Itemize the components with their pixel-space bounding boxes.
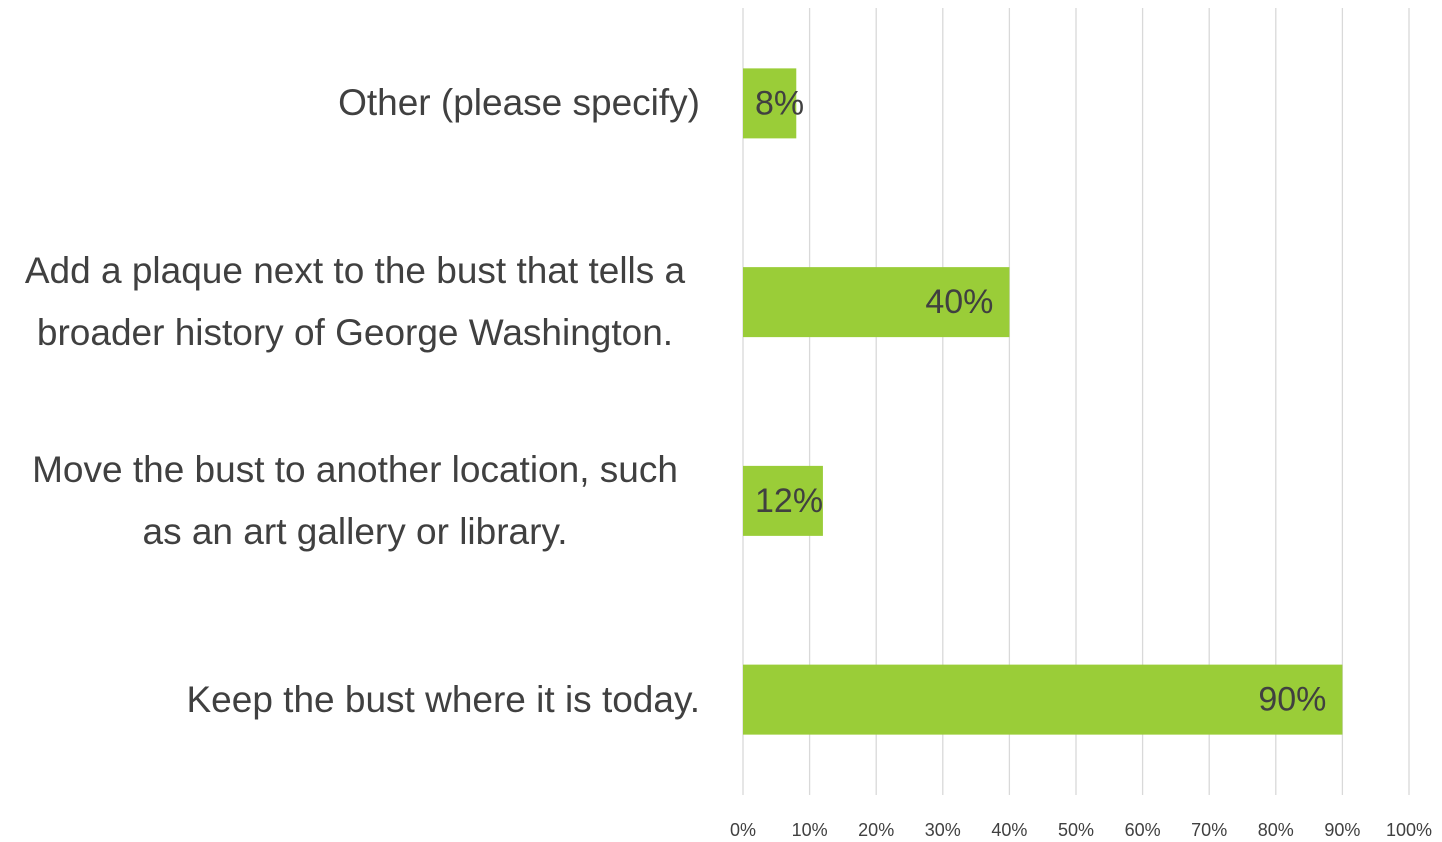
bar xyxy=(743,664,1343,735)
bar xyxy=(743,465,823,536)
category-label-box: Other (please specify) xyxy=(0,3,700,203)
x-tick-label: 100% xyxy=(1386,820,1432,840)
x-tick-label: 70% xyxy=(1191,820,1227,840)
category-label: Keep the bust where it is today. xyxy=(186,678,700,720)
x-tick-label: 30% xyxy=(925,820,961,840)
category-label-box: Move the bust to another location, such … xyxy=(0,401,700,601)
x-tick-label: 20% xyxy=(858,820,894,840)
data-label: 90% xyxy=(1258,681,1326,719)
category-label: Add a plaque next to the bust that tells… xyxy=(24,250,686,354)
x-tick-label: 10% xyxy=(792,820,828,840)
bar xyxy=(743,267,1010,338)
data-label: 12% xyxy=(755,482,823,520)
category-label-box: Keep the bust where it is today. xyxy=(0,600,700,800)
x-tick-label: 90% xyxy=(1324,820,1360,840)
x-tick-label: 80% xyxy=(1258,820,1294,840)
x-tick-label: 0% xyxy=(730,820,756,840)
x-tick-label: 60% xyxy=(1125,820,1161,840)
x-tick-label: 40% xyxy=(991,820,1027,840)
bar xyxy=(743,68,797,139)
data-label: 8% xyxy=(755,84,804,122)
category-label: Move the bust to another location, such … xyxy=(32,448,678,552)
x-tick-label: 50% xyxy=(1058,820,1094,840)
category-label-box: Add a plaque next to the bust that tells… xyxy=(0,202,700,402)
category-label: Other (please specify) xyxy=(338,82,700,124)
data-label: 40% xyxy=(925,283,993,321)
